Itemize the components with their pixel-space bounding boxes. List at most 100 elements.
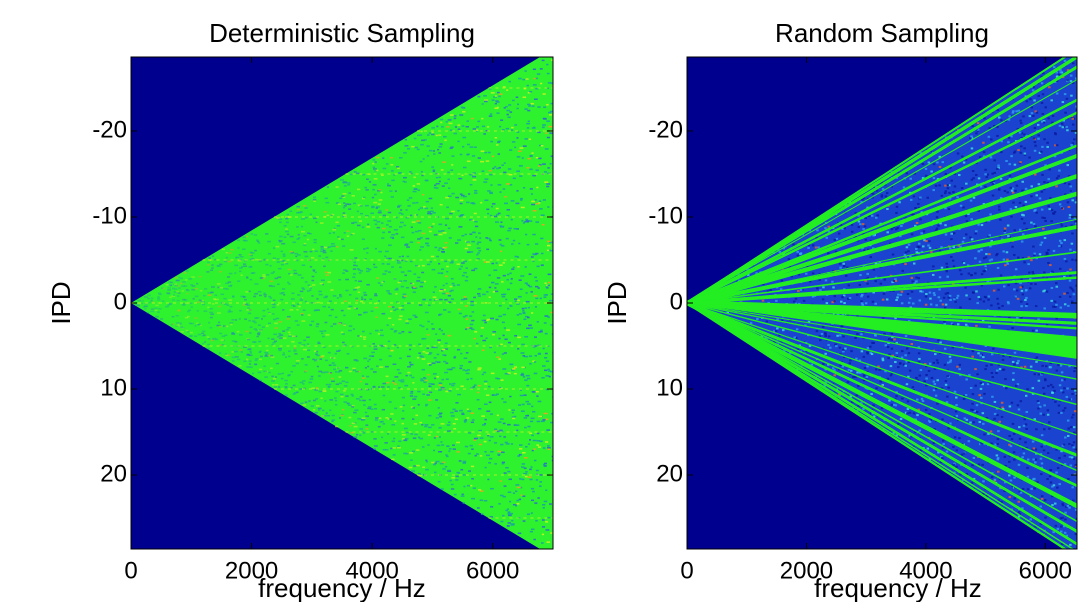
heatmap-cell bbox=[268, 312, 271, 314]
heatmap-cell bbox=[1057, 364, 1060, 366]
heatmap-cell bbox=[775, 330, 778, 332]
heatmap-cell bbox=[866, 376, 869, 378]
heatmap-cell bbox=[426, 328, 428, 330]
heatmap-cell bbox=[442, 185, 445, 187]
heatmap-cell bbox=[254, 234, 257, 236]
heatmap-cell bbox=[186, 330, 189, 332]
heatmap-cell bbox=[403, 453, 406, 455]
heatmap-cell bbox=[448, 390, 451, 392]
heatmap-cell bbox=[455, 242, 458, 244]
heatmap-cell bbox=[893, 338, 896, 340]
heatmap-cell bbox=[310, 378, 314, 380]
heatmap-cell bbox=[239, 271, 241, 273]
heatmap-cell bbox=[402, 397, 405, 399]
heatmap-cell bbox=[1053, 484, 1056, 486]
heatmap-cell bbox=[1058, 74, 1061, 76]
heatmap-cell bbox=[405, 323, 409, 325]
heatmap-cell bbox=[463, 502, 465, 504]
heatmap-cell bbox=[404, 295, 407, 297]
heatmap-cell bbox=[901, 350, 904, 352]
heatmap-cell bbox=[431, 424, 434, 426]
heatmap-cell bbox=[244, 299, 247, 301]
heatmap-cell bbox=[522, 157, 524, 159]
heatmap-cell bbox=[972, 170, 975, 172]
heatmap-cell bbox=[978, 177, 981, 179]
heatmap-cell bbox=[441, 488, 444, 490]
heatmap-cell bbox=[467, 161, 471, 163]
heatmap-cell bbox=[457, 284, 460, 286]
heatmap-cell bbox=[474, 455, 476, 457]
heatmap-cell bbox=[442, 349, 445, 351]
heatmap-cell bbox=[438, 414, 442, 416]
heatmap-cell bbox=[366, 428, 369, 430]
heatmap-cell bbox=[368, 406, 372, 408]
heatmap-cell bbox=[410, 433, 413, 435]
heatmap-cell bbox=[1013, 364, 1016, 366]
heatmap-cell bbox=[364, 294, 368, 296]
heatmap-cell bbox=[835, 345, 838, 347]
heatmap-cell bbox=[251, 272, 254, 274]
heatmap-cell bbox=[1042, 387, 1045, 389]
heatmap-cell bbox=[345, 203, 348, 205]
heatmap-cell bbox=[214, 299, 217, 301]
heatmap-cell bbox=[311, 280, 314, 282]
heatmap-cell bbox=[948, 192, 951, 194]
heatmap-cell bbox=[345, 290, 348, 292]
heatmap-cell bbox=[424, 139, 427, 141]
heatmap-cell bbox=[933, 362, 936, 364]
heatmap-cell bbox=[273, 247, 275, 249]
heatmap-cell bbox=[361, 298, 363, 300]
heatmap-cell bbox=[942, 303, 945, 305]
heatmap-cell bbox=[313, 199, 317, 201]
heatmap-cell bbox=[273, 378, 276, 380]
heatmap-cell bbox=[343, 215, 346, 217]
heatmap-cell bbox=[984, 173, 987, 175]
plot-area bbox=[687, 23, 1078, 583]
heatmap-cell bbox=[345, 382, 348, 384]
heatmap-cell bbox=[549, 132, 553, 134]
heatmap-cell bbox=[264, 296, 266, 298]
heatmap-cell bbox=[320, 283, 323, 285]
heatmap-cell bbox=[445, 293, 449, 295]
heatmap-cell bbox=[1055, 282, 1058, 284]
heatmap-cell bbox=[457, 349, 460, 351]
heatmap-cell bbox=[429, 364, 431, 366]
heatmap-cell bbox=[218, 306, 221, 308]
heatmap-cell bbox=[393, 447, 396, 449]
heatmap-cell bbox=[325, 371, 329, 373]
y-axis-label: IPD bbox=[602, 281, 632, 324]
heatmap-cell bbox=[507, 525, 510, 527]
heatmap-cell bbox=[333, 357, 335, 359]
heatmap-cell bbox=[400, 406, 403, 408]
heatmap-cell bbox=[491, 92, 495, 94]
heatmap-cell bbox=[282, 354, 285, 356]
heatmap-cell bbox=[169, 297, 171, 299]
heatmap-cell bbox=[507, 508, 509, 510]
heatmap-cell bbox=[1062, 126, 1065, 128]
heatmap-cell bbox=[900, 294, 903, 296]
heatmap-cell bbox=[477, 243, 479, 245]
heatmap-cell bbox=[819, 289, 822, 291]
heatmap-cell bbox=[162, 300, 165, 302]
heatmap-cell bbox=[1032, 330, 1035, 332]
heatmap-cell bbox=[395, 190, 397, 192]
heatmap-cell bbox=[492, 331, 496, 333]
heatmap-cell bbox=[1047, 205, 1050, 207]
heatmap-cell bbox=[443, 309, 446, 311]
heatmap-cell bbox=[536, 187, 538, 189]
heatmap-cell bbox=[300, 297, 302, 299]
heatmap-cell bbox=[197, 301, 200, 303]
heatmap-cell bbox=[454, 133, 457, 135]
heatmap-cell bbox=[965, 378, 968, 380]
heatmap-cell bbox=[919, 299, 922, 301]
heatmap-cell bbox=[144, 305, 148, 307]
heatmap-cell bbox=[1021, 290, 1024, 292]
heatmap-cell bbox=[387, 185, 391, 187]
heatmap-cell bbox=[375, 417, 379, 419]
heatmap-cell bbox=[978, 250, 981, 252]
heatmap-cell bbox=[399, 226, 402, 228]
heatmap-cell bbox=[428, 427, 432, 429]
heatmap-cell bbox=[375, 224, 378, 226]
heatmap-cell bbox=[547, 369, 550, 371]
